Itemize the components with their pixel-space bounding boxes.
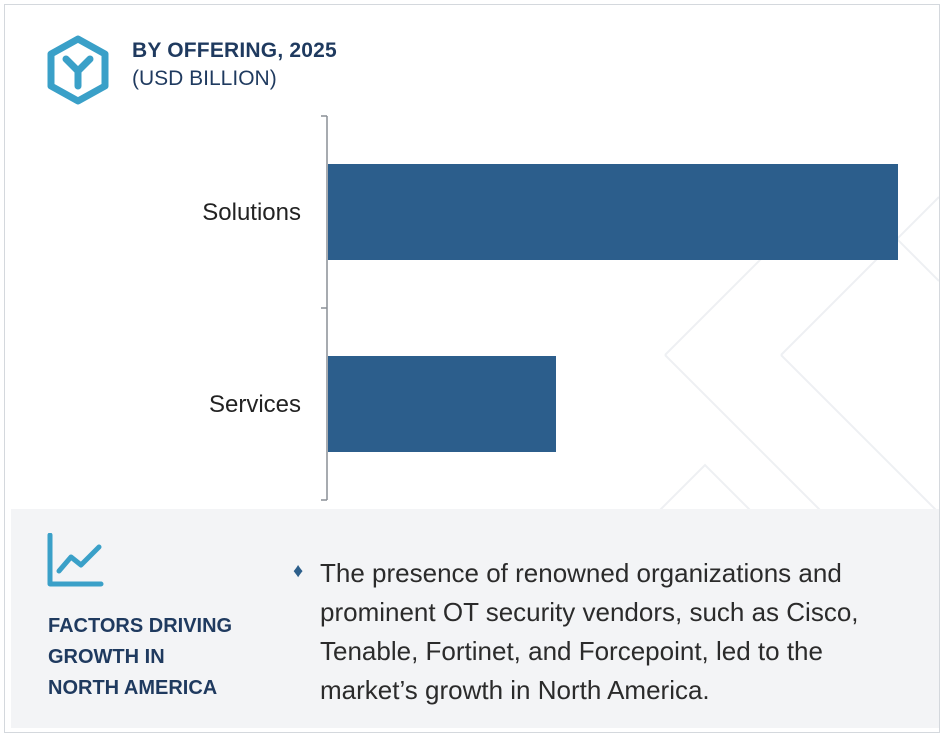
bar-services	[328, 356, 556, 452]
hexagon-logo-icon	[47, 35, 109, 105]
line-chart-trend-icon	[47, 533, 104, 587]
factors-heading: FACTORS DRIVING GROWTH IN NORTH AMERICA	[48, 611, 268, 704]
factor-text-line: prominent OT security vendors, such as C…	[320, 597, 859, 627]
chart-subtitle: (USD BILLION)	[132, 67, 277, 90]
factors-heading-line: FACTORS DRIVING	[48, 615, 233, 637]
factor-text-line: market’s growth in North America.	[320, 675, 710, 705]
factors-heading-line: GROWTH IN	[48, 646, 165, 668]
category-label-services: Services	[209, 391, 301, 418]
category-label-solutions: Solutions	[202, 199, 301, 226]
factors-heading-line: NORTH AMERICA	[48, 677, 218, 699]
factor-text-line: The presence of renowned organizations a…	[320, 558, 842, 588]
chart-title: BY OFFERING, 2025	[132, 39, 337, 62]
bar-solutions	[328, 164, 898, 260]
factor-description: The presence of renowned organizations a…	[320, 554, 920, 710]
diamond-bullet-icon: ♦	[293, 560, 304, 582]
chart-card: BY OFFERING, 2025 (USD BILLION) Solution…	[4, 4, 940, 733]
factors-panel: FACTORS DRIVING GROWTH IN NORTH AMERICA …	[11, 509, 939, 728]
bar-chart: Solutions Services	[202, 115, 898, 501]
category-axis	[321, 115, 328, 501]
factor-text-line: Tenable, Fortinet, and Forcepoint, led t…	[320, 636, 823, 666]
